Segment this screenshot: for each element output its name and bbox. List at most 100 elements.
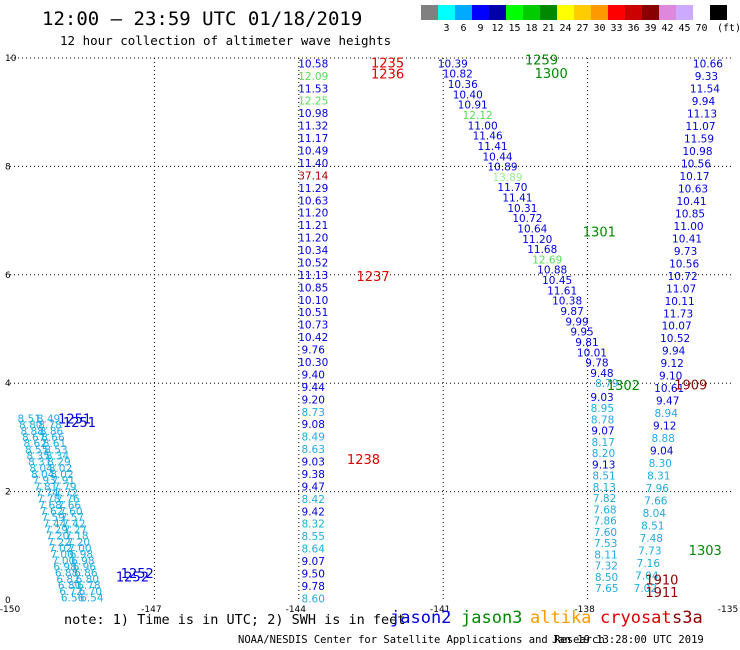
time-label: 1235	[371, 56, 404, 71]
wave-height-value: 37.14	[298, 170, 328, 182]
wave-height-value: 7.60	[594, 527, 617, 539]
wave-height-value: 8.51	[592, 471, 615, 483]
x-tick-label: -138	[574, 605, 595, 615]
wave-height-value: 8.02	[50, 469, 73, 481]
wave-height-value: 8.88	[21, 426, 44, 438]
wave-height-value: 9.04	[650, 446, 674, 458]
wave-height-value: 11.73	[663, 308, 693, 320]
wave-height-value: 8.53	[44, 444, 67, 456]
scale-swatch	[455, 5, 472, 20]
wave-height-value: 10.42	[298, 332, 328, 344]
scale-label: 39	[644, 23, 657, 34]
mission-cryosat: cryosat	[600, 608, 672, 628]
wave-height-value: 11.13	[687, 108, 717, 120]
wave-height-value: 8.80	[19, 420, 42, 432]
wave-height-value: 11.21	[298, 220, 328, 232]
scale-label: 3	[443, 23, 450, 34]
wave-height-value: 11.54	[690, 83, 720, 95]
wave-height-value: 9.08	[302, 419, 325, 431]
scale-label: 30	[593, 23, 606, 34]
wave-height-value: 8.50	[595, 572, 618, 584]
wave-height-value: 8.04	[30, 463, 54, 475]
wave-height-value: 10.39	[438, 58, 468, 70]
scale-label: 42	[661, 23, 674, 34]
wave-height-value: 7.91	[52, 475, 75, 487]
scale-swatch	[676, 5, 693, 20]
wave-height-value: 11.00	[674, 221, 704, 233]
wave-height-value: 8.02	[49, 463, 72, 475]
wave-height-value: 9.12	[660, 358, 683, 370]
wave-height-value: 7.00	[52, 555, 75, 567]
wave-height-value: 9.20	[302, 394, 325, 406]
wave-height-value: 10.41	[672, 233, 702, 245]
wave-height-value: 10.17	[679, 171, 709, 183]
wave-height-value: 7.57	[61, 512, 84, 524]
scale-label: 21	[542, 23, 555, 34]
y-tick-label: 0	[5, 596, 11, 606]
x-tick-label: -147	[141, 605, 161, 615]
wave-height-value: 7.00	[50, 549, 73, 561]
wave-height-value: 6.80	[76, 574, 99, 586]
scale-label: 27	[576, 23, 589, 34]
wave-height-value: 12.12	[463, 110, 493, 122]
wave-height-value: 10.34	[298, 245, 328, 257]
wave-height-value: 8.51	[641, 521, 664, 533]
wave-height-value: 11.68	[527, 244, 557, 256]
wave-height-value: 11.07	[685, 121, 715, 133]
scale-swatch	[659, 5, 676, 20]
scale-swatch	[710, 5, 727, 20]
wave-height-value: 11.61	[547, 285, 577, 297]
wave-height-value: 11.59	[684, 133, 714, 145]
wave-height-value: 7.59	[41, 512, 64, 524]
wave-height-value: 6.80	[58, 580, 81, 592]
time-label: 1238	[347, 453, 380, 468]
time-label: 1259	[525, 54, 558, 69]
wave-height-value: 9.81	[575, 337, 598, 349]
scale-label: 18	[525, 23, 538, 34]
wave-height-value: 8.55	[302, 531, 325, 543]
wave-height-value: 8.86	[40, 426, 64, 438]
wave-height-value: 7.42	[62, 518, 85, 530]
wave-height-value: 9.99	[565, 316, 588, 328]
wave-height-value: 7.32	[595, 561, 618, 573]
wave-height-value: 8.35	[27, 450, 50, 462]
wave-height-value: 7.76	[56, 494, 80, 506]
wave-height-value: 11.40	[298, 158, 328, 170]
wave-height-value: 11.20	[298, 208, 328, 220]
scale-swatch	[438, 5, 455, 20]
wave-height-value: 6.54	[80, 592, 104, 604]
wave-height-value: 10.63	[298, 195, 328, 207]
wave-height-value: 9.50	[302, 568, 325, 580]
wave-height-value: 8.30	[649, 458, 672, 470]
wave-height-value: 7.68	[593, 504, 616, 516]
wave-height-value: 10.56	[681, 158, 711, 170]
wave-height-value: 7.86	[593, 516, 617, 528]
wave-height-value: 7.82	[593, 493, 616, 505]
wave-height-value: 8.11	[594, 549, 617, 561]
wave-height-value: 8.61	[43, 438, 66, 450]
wave-height-value: 9.94	[692, 96, 716, 108]
wave-height-value: 9.95	[570, 327, 593, 339]
wave-height-value: 6.98	[70, 549, 93, 561]
wave-height-value: 10.38	[552, 296, 582, 308]
wave-height-value: 7.66	[644, 496, 668, 508]
scale-unit: (ft)	[717, 23, 740, 34]
time-label: 1302	[607, 379, 640, 394]
wave-height-value: 8.88	[652, 433, 675, 445]
wave-height-value: 10.72	[668, 271, 698, 283]
generation-timestamp: Jan 19 13:28:00 UTC 2019	[552, 634, 704, 646]
wave-height-value: 10.61	[654, 383, 684, 395]
wave-height-value: 9.48	[590, 368, 613, 380]
wave-height-value: 10.89	[487, 162, 517, 174]
wave-height-value: 10.64	[517, 223, 547, 235]
wave-height-value: 6.78	[77, 580, 100, 592]
wave-height-value: 10.82	[443, 69, 473, 81]
time-label: 1911	[645, 586, 678, 601]
wave-height-value: 8.60	[302, 593, 325, 605]
wave-height-value: 6.96	[73, 561, 97, 573]
wave-height-value: 9.44	[302, 382, 326, 394]
scale-label: 12	[491, 23, 504, 34]
wave-height-value: 11.20	[298, 233, 328, 245]
wave-height-value: 12.25	[298, 96, 328, 108]
